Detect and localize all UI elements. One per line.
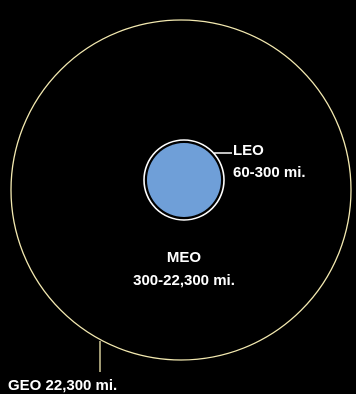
leo-range-label: 60-300 mi. — [233, 164, 306, 181]
geo-label: GEO 22,300 mi. — [8, 377, 117, 394]
earth — [147, 143, 221, 217]
meo-range-label: 300-22,300 mi. — [133, 272, 235, 289]
geo-orbit-ring — [10, 19, 352, 361]
leo-label: LEO — [233, 142, 264, 159]
meo-label: MEO — [167, 249, 202, 266]
leo-orbit-ring — [143, 139, 225, 221]
